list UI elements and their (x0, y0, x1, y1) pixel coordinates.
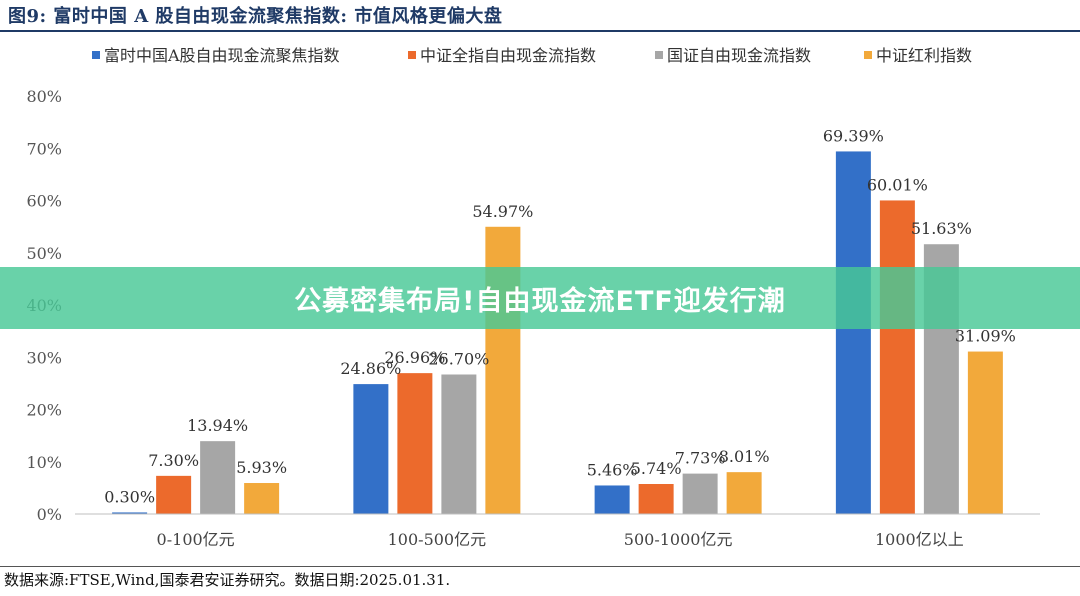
title-rule (0, 30, 1080, 32)
source-rule (0, 566, 1080, 567)
bar (156, 475, 192, 514)
legend-label: 中证红利指数 (876, 46, 972, 65)
data-label: 24.86% (340, 359, 401, 378)
legend-label: 富时中国A股自由现金流聚焦指数 (104, 46, 340, 65)
bar (726, 472, 762, 514)
source-note: 数据来源:FTSE,Wind,国泰君安证券研究。数据日期:2025.01.31. (4, 571, 451, 589)
data-label: 31.09% (955, 327, 1016, 346)
y-tick-label: 50% (26, 244, 62, 263)
bar (594, 485, 630, 514)
data-label: 5.46% (587, 460, 638, 479)
data-label: 60.01% (867, 175, 928, 194)
x-tick-label: 0-100亿元 (157, 530, 235, 549)
bar-chart: 富时中国A股自由现金流聚焦指数 中证全指自由现金流指数 国证自由现金流指数 中证红利指… (26, 46, 1040, 549)
bar (835, 151, 871, 514)
bar (244, 483, 280, 514)
bar (967, 351, 1003, 514)
legend-swatch (92, 51, 100, 59)
y-tick-label: 10% (26, 453, 62, 472)
bar (353, 384, 389, 514)
data-label: 7.73% (675, 449, 726, 468)
x-tick-label: 1000亿以上 (875, 530, 964, 549)
data-label: 26.70% (428, 349, 489, 368)
legend-label: 中证全指自由现金流指数 (420, 46, 596, 65)
figure-title: 图9: 富时中国 A 股自由现金流聚焦指数: 市值风格更偏大盘 (8, 6, 503, 27)
data-label: 54.97% (472, 202, 533, 221)
data-labels-group: 0.30% 7.30% 13.94% 5.93% 24.86%26.96%26.70% 5… (104, 126, 1016, 506)
legend-swatch (655, 51, 663, 59)
data-label: 5.74% (631, 459, 682, 478)
legend-swatch (408, 51, 416, 59)
data-label: 7.30% (148, 451, 199, 470)
y-tick-label: 60% (26, 192, 62, 211)
banner-text: 公募密集布局!自由现金流ETF迎发行潮 (294, 285, 786, 317)
data-label: 26.96% (384, 348, 445, 367)
y-tick-label: 30% (26, 348, 62, 367)
bar (200, 441, 236, 514)
bar (112, 512, 148, 514)
bar (441, 374, 477, 514)
bar (682, 473, 718, 514)
chart-legend: 富时中国A股自由现金流聚焦指数 中证全指自由现金流指数 国证自由现金流指数 中证红利指… (92, 46, 972, 65)
y-tick-label: 70% (26, 139, 62, 158)
legend-swatch (864, 51, 872, 59)
data-label: 69.39% (823, 126, 884, 145)
y-axis: 0%10%20%30%40%50%60%70%80% (26, 87, 62, 524)
x-axis: 0-100亿元 100-500亿元 500-1000亿元 1000亿以上 (75, 513, 1040, 549)
y-tick-label: 80% (26, 87, 62, 106)
bar (879, 200, 915, 514)
x-tick-label: 500-1000亿元 (624, 530, 733, 549)
data-label: 0.30% (104, 487, 155, 506)
y-tick-label: 0% (37, 505, 62, 524)
overlay-banner: 公募密集布局!自由现金流ETF迎发行潮 (0, 267, 1080, 329)
data-label: 5.93% (236, 458, 287, 477)
legend-label: 国证自由现金流指数 (667, 46, 811, 65)
y-tick-label: 20% (26, 401, 62, 420)
data-label: 51.63% (911, 219, 972, 238)
x-tick-label: 100-500亿元 (388, 530, 487, 549)
bar (638, 484, 674, 514)
data-label: 13.94% (187, 416, 248, 435)
bar (397, 373, 433, 514)
data-label: 8.01% (719, 447, 770, 466)
